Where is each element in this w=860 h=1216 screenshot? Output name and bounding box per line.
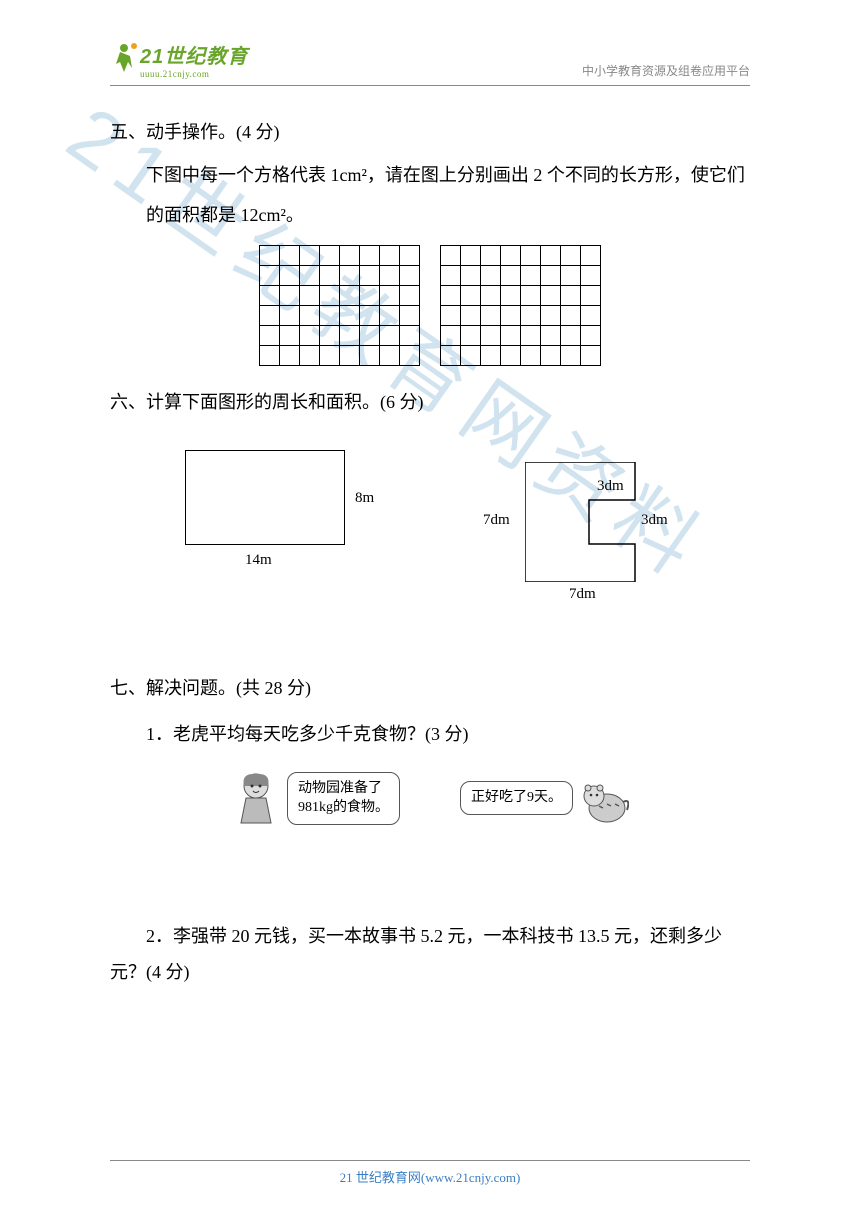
section-5-grids	[110, 245, 750, 366]
logo-text-url: uuuu.21cnjy.com	[140, 69, 248, 79]
grid-2	[440, 245, 601, 366]
shape1-width-label: 14m	[245, 552, 272, 569]
page-header: 21世纪教育 uuuu.21cnjy.com 中小学教育资源及组卷应用平台	[110, 40, 750, 86]
q2-text: 2．李强带 20 元钱，买一本故事书 5.2 元，一本科技书 13.5 元，还剩…	[110, 918, 750, 990]
page: 21世纪教育 uuuu.21cnjy.com 中小学教育资源及组卷应用平台 五、…	[0, 0, 860, 1216]
shape2-left-label: 7dm	[483, 512, 510, 529]
shape2-bottom-label: 7dm	[569, 586, 596, 603]
shape2-notch-right-label: 3dm	[641, 512, 668, 529]
section-7-heading: 七、解决问题。(共 28 分)	[110, 670, 750, 706]
logo-person-icon	[110, 42, 138, 78]
section-6-shapes: 8m 14m 7dm 3dm 3dm 7dm	[110, 450, 750, 610]
q1-left-group: 动物园准备了 981kg的食物。	[231, 768, 400, 828]
section-5-heading: 五、动手操作。(4 分)	[110, 114, 750, 150]
shape2-notch-top-label: 3dm	[597, 478, 624, 495]
shape-rectangle: 8m 14m	[185, 450, 385, 590]
bubble-left-line2: 981kg的食物。	[298, 800, 389, 815]
section-5-text: 下图中每一个方格代表 1cm²，请在图上分别画出 2 个不同的长方形，使它们的面…	[110, 156, 750, 235]
notched-shape-icon	[525, 462, 645, 582]
q1-bubble-left: 动物园准备了 981kg的食物。	[287, 772, 400, 825]
shape1-height-label: 8m	[355, 490, 374, 507]
grid-1	[259, 245, 420, 366]
logo: 21世纪教育 uuuu.21cnjy.com	[110, 40, 248, 79]
q1-right-group: 正好吃了9天。	[460, 768, 629, 828]
q1-text: 1．老虎平均每天吃多少千克食物？(3 分)	[110, 716, 750, 752]
page-footer: 21 世纪教育网(www.21cnjy.com)	[110, 1160, 750, 1186]
bubble-left-line1: 动物园准备了	[298, 781, 382, 796]
shape-notched: 7dm 3dm 3dm 7dm	[505, 450, 675, 610]
tiger-icon	[579, 768, 629, 828]
header-right-text: 中小学教育资源及组卷应用平台	[582, 62, 750, 79]
q1-bubble-right: 正好吃了9天。	[460, 781, 573, 815]
logo-text-cn: 21世纪教育	[140, 40, 248, 69]
q1-illustration: 动物园准备了 981kg的食物。 正好吃了9天。	[110, 768, 750, 828]
girl-icon	[231, 768, 281, 828]
section-6-heading: 六、计算下面图形的周长和面积。(6 分)	[110, 384, 750, 420]
